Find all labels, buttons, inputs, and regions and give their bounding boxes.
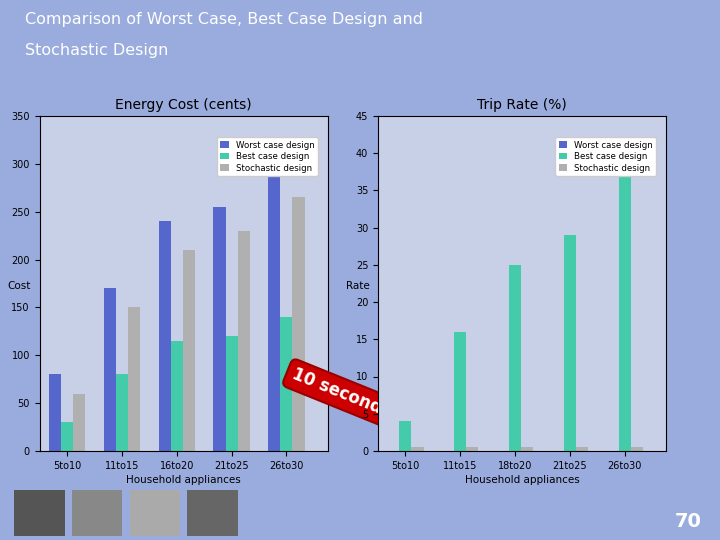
Bar <box>158 221 171 451</box>
Bar <box>238 231 250 451</box>
FancyBboxPatch shape <box>72 490 122 536</box>
Bar <box>280 317 292 451</box>
Bar <box>521 447 534 451</box>
Bar <box>104 288 116 451</box>
Bar <box>225 336 238 451</box>
Title: Trip Rate (%): Trip Rate (%) <box>477 98 567 112</box>
Text: Rate: Rate <box>346 281 369 291</box>
Legend: Worst case design, Best case design, Stochastic design: Worst case design, Best case design, Sto… <box>217 137 318 176</box>
Bar <box>564 235 576 451</box>
X-axis label: Household appliances: Household appliances <box>126 475 241 485</box>
Bar <box>73 394 85 451</box>
Text: 70: 70 <box>675 511 702 531</box>
Bar <box>509 265 521 451</box>
Bar <box>467 447 478 451</box>
X-axis label: Household appliances: Household appliances <box>464 475 580 485</box>
Bar <box>269 164 280 451</box>
Text: Cost: Cost <box>7 281 30 291</box>
Bar <box>128 307 140 451</box>
FancyBboxPatch shape <box>14 490 65 536</box>
Bar <box>400 421 411 451</box>
Text: Stochastic Design: Stochastic Design <box>25 43 168 58</box>
Bar <box>183 250 195 451</box>
Legend: Worst case design, Best case design, Stochastic design: Worst case design, Best case design, Sto… <box>555 137 656 176</box>
Bar <box>454 332 467 451</box>
Title: Energy Cost (cents): Energy Cost (cents) <box>115 98 252 112</box>
FancyBboxPatch shape <box>187 490 238 536</box>
Text: 10 seconds: 10 seconds <box>289 366 393 421</box>
Bar <box>49 374 61 451</box>
Bar <box>61 422 73 451</box>
Bar <box>171 341 183 451</box>
Bar <box>631 447 643 451</box>
Bar <box>292 198 305 451</box>
Text: Comparison of Worst Case, Best Case Design and: Comparison of Worst Case, Best Case Desi… <box>25 12 423 27</box>
Bar <box>576 447 588 451</box>
Bar <box>214 207 225 451</box>
FancyBboxPatch shape <box>130 490 180 536</box>
Bar <box>411 447 423 451</box>
Bar <box>618 161 631 451</box>
Bar <box>116 374 128 451</box>
